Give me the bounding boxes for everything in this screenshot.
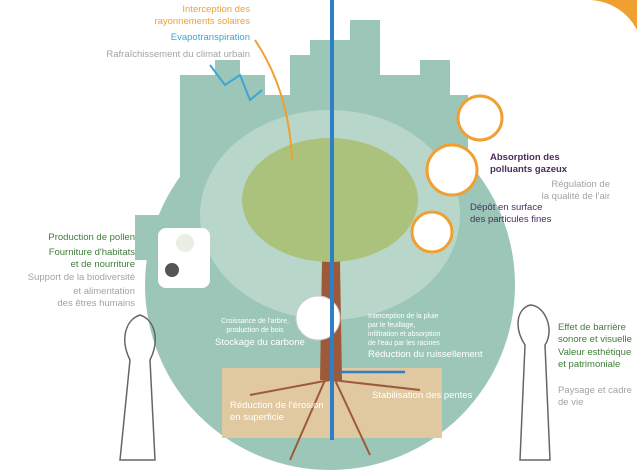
- label: Rafraîchissement du climat urbain: [106, 49, 250, 60]
- label: Evapotranspiration: [171, 32, 250, 43]
- biodiversity-icon: [158, 228, 210, 288]
- label: Support de la biodiversité: [28, 272, 135, 283]
- label: Réduction du ruissellement: [368, 349, 483, 360]
- label: Production de pollen: [48, 232, 135, 243]
- wheel: [590, 0, 637, 30]
- label: Stockage du carbone: [215, 337, 305, 348]
- label: Stabilisation des pentes: [372, 390, 473, 401]
- infographic: Interception desrayonnements solaires Ev…: [0, 0, 637, 472]
